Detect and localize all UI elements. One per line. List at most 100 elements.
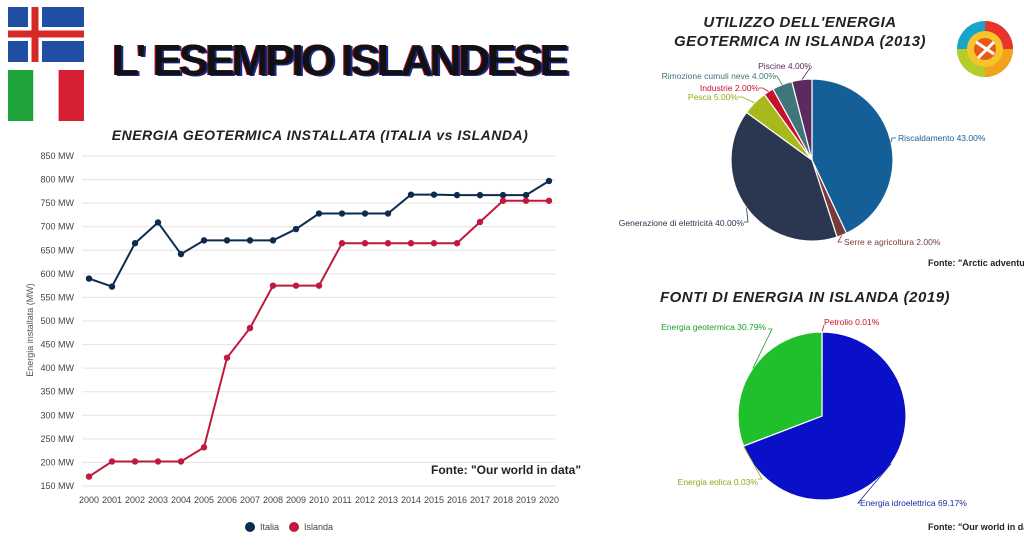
pie-slice-label: Energia geotermica 30.79% [661,322,766,332]
pie-slice-label: Industrie 2.00% [700,83,760,93]
data-point-islanda[interactable] [499,197,507,204]
data-point-italia[interactable] [361,210,369,217]
x-tick-label: 2010 [309,495,329,505]
italy-flag-white [33,70,59,121]
x-tick-label: 2003 [148,495,168,505]
pie-slice-label: Generazione di elettricità 40.00% [619,218,745,228]
x-tick-label: 2016 [447,495,467,505]
data-point-islanda[interactable] [85,473,93,480]
pie-slice[interactable] [791,78,813,161]
y-tick-label: 200 MW [40,457,74,467]
data-point-islanda[interactable] [430,240,438,247]
x-tick-label: 2011 [332,495,351,505]
y-tick-label: 450 MW [40,340,74,350]
data-point-italia[interactable] [85,275,93,282]
data-point-italia[interactable] [453,191,461,199]
data-point-italia[interactable] [522,191,530,199]
pie-slice[interactable] [811,78,894,235]
y-tick-label: 400 MW [40,363,74,373]
data-point-italia[interactable] [338,210,346,217]
data-point-islanda[interactable] [384,240,392,247]
data-point-islanda[interactable] [545,197,553,204]
data-point-italia[interactable] [269,237,277,244]
pie-slice-label: Piscine 4.00% [758,61,812,71]
data-point-islanda[interactable] [361,240,369,247]
pie-slice-label: Petrolio 0.01% [824,317,880,327]
data-point-italia[interactable] [154,219,162,226]
data-point-islanda[interactable] [292,282,300,289]
pie-slice-label: Energia eolica 0.03% [678,477,759,487]
x-tick-label: 2008 [263,495,283,505]
x-tick-label: 2020 [539,495,559,505]
pie-chart-energy-sources: Petrolio 0.01% Energia idroelettrica 69.1… [661,317,967,508]
x-tick-label: 2013 [378,495,398,505]
pie-chart-geothermal-use: Riscaldamento 43.00% Serre e agricoltura … [619,61,986,247]
data-point-islanda[interactable] [522,197,530,204]
pie-leader-line [821,324,825,333]
y-tick-label: 550 MW [40,292,74,302]
y-tick-label: 300 MW [40,410,74,420]
data-point-islanda[interactable] [246,324,254,332]
data-point-islanda[interactable] [200,444,208,451]
data-point-italia[interactable] [223,237,231,244]
pie-slice[interactable] [730,111,838,242]
y-tick-label: 600 MW [40,269,74,279]
x-tick-label: 2006 [217,495,237,505]
x-tick-label: 2000 [79,495,99,505]
legend-marker-islanda [289,522,299,532]
geothermal-globe-icon [957,21,1013,77]
y-tick-label: 250 MW [40,434,74,444]
pie-leader-line [890,137,896,143]
y-tick-label: 700 MW [40,222,74,232]
data-point-italia[interactable] [131,240,139,247]
y-tick-label: 500 MW [40,316,74,326]
x-tick-label: 2015 [424,495,444,505]
data-point-italia[interactable] [246,237,254,244]
pie-leader-line [801,67,811,80]
y-tick-label: 850 MW [40,151,74,161]
pie-leader-line [837,235,843,243]
data-point-italia[interactable] [476,191,484,199]
data-point-islanda[interactable] [453,240,461,247]
data-point-italia[interactable] [499,191,507,199]
pie1-chart-title: UTILIZZO DELL'ENERGIA GEOTERMICA IN ISLA… [640,13,960,51]
pie-leader-line [743,445,763,480]
data-point-italia[interactable] [177,250,185,258]
data-point-islanda[interactable] [154,458,162,465]
pie-slice-label: Riscaldamento 43.00% [898,133,986,143]
data-point-islanda[interactable] [131,458,139,465]
line-chart: 150 MW 200 MW 250 MW 300 MW 350 MW 400 MW 450 … [25,151,559,532]
data-point-islanda[interactable] [407,240,415,247]
pie1-source: Fonte: "Arctic adventures" [928,258,1024,268]
iceland-flag [8,7,84,62]
data-point-islanda[interactable] [177,458,185,465]
data-point-islanda[interactable] [315,282,323,289]
pie-slice-label: Pesca 5.00% [688,92,739,102]
data-point-italia[interactable] [407,191,415,198]
x-tick-label: 2007 [240,495,260,505]
data-point-islanda[interactable] [223,354,231,361]
pie-leader-line [857,463,892,504]
iceland-flag-cross-inner-h [8,30,84,38]
pie-leader-line [752,328,773,369]
x-tick-label: 2005 [194,495,214,505]
data-point-italia[interactable] [108,283,116,290]
x-tick-label: 2001 [102,495,122,505]
series-line-islanda [88,199,549,478]
data-point-italia[interactable] [292,225,300,233]
pie-leader-line [738,96,755,104]
data-point-islanda[interactable] [269,282,277,289]
data-point-italia[interactable] [315,210,323,217]
data-point-islanda[interactable] [476,218,484,226]
x-tick-label: 2012 [355,495,375,505]
y-tick-label: 750 MW [40,198,74,208]
data-point-islanda[interactable] [108,458,116,465]
data-point-italia[interactable] [545,177,553,185]
data-point-italia[interactable] [384,210,392,217]
pie-slice-label: Rimozione cumuli neve 4.00% [662,71,777,81]
data-point-italia[interactable] [430,191,438,198]
y-tick-label: 800 MW [40,175,74,185]
data-point-italia[interactable] [200,237,208,244]
line-chart-title: ENERGIA GEOTERMICA INSTALLATA (ITALIA vs… [111,127,529,143]
data-point-islanda[interactable] [338,240,346,247]
